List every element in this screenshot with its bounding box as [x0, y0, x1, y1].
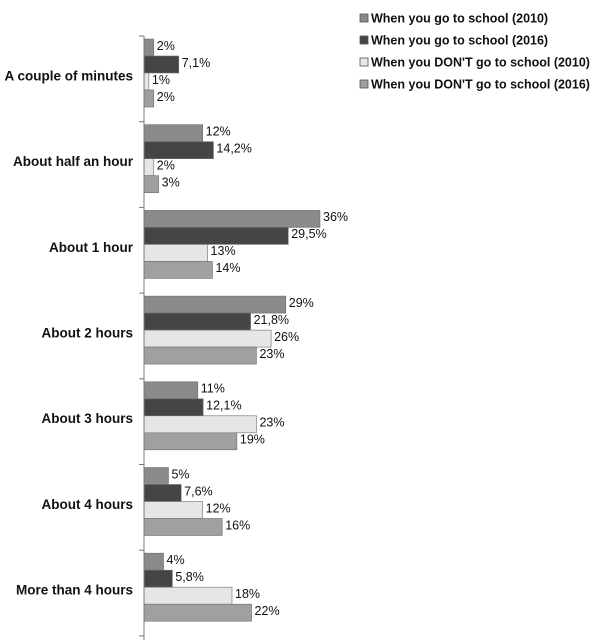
bar-when-you-go-to-school-2016-more-than-4-hours	[143, 569, 173, 588]
data-label: 12,1%	[206, 399, 241, 413]
data-label: 14,2%	[216, 141, 251, 155]
data-label: 19%	[240, 433, 265, 447]
data-label: 29,5%	[291, 227, 326, 241]
bar-when-you-don-t-go-to-school-2010-more-than-4-hours	[143, 586, 233, 605]
legend-swatch-when-you-don-t-go-to-school-2016	[359, 79, 369, 89]
bar-when-you-don-t-go-to-school-2010-about-1-hour	[143, 244, 208, 262]
bar-when-you-don-t-go-to-school-2016-a-couple-of-minutes	[143, 89, 155, 108]
bar-when-you-don-t-go-to-school-2016-about-2-hours	[143, 346, 257, 365]
data-label: 12%	[206, 124, 231, 138]
legend-swatch-when-you-go-to-school-2010	[359, 13, 369, 23]
category-label: About 3 hours	[42, 411, 134, 426]
bar-when-you-don-t-go-to-school-2010-about-half-an-hour	[143, 158, 155, 176]
bar-when-you-go-to-school-2016-a-couple-of-minutes	[143, 55, 180, 74]
bar-when-you-go-to-school-2016-about-4-hours	[143, 484, 182, 502]
bar-when-you-go-to-school-2010-about-3-hours	[143, 381, 199, 400]
data-label: 7,6%	[184, 484, 213, 498]
data-label: 2%	[157, 158, 175, 172]
data-label: 7,1%	[182, 56, 211, 70]
data-label: 3%	[162, 175, 180, 189]
bars-group: 2%7,1%1%2%12%14,2%2%3%36%29,5%13%14%29%2…	[143, 38, 348, 622]
data-label: 22%	[255, 604, 280, 618]
bar-when-you-don-t-go-to-school-2016-about-4-hours	[143, 518, 223, 536]
data-label: 36%	[323, 210, 348, 224]
bar-when-you-go-to-school-2010-about-1-hour	[143, 210, 321, 228]
legend-swatch-when-you-go-to-school-2016	[359, 35, 369, 45]
data-label: 13%	[211, 244, 236, 258]
data-label: 11%	[201, 382, 225, 396]
data-label: 4%	[167, 553, 185, 567]
bar-when-you-go-to-school-2010-about-half-an-hour	[143, 124, 203, 142]
bar-when-you-go-to-school-2016-about-1-hour	[143, 227, 289, 245]
data-label: 18%	[235, 587, 260, 601]
category-label: About half an hour	[13, 154, 134, 169]
data-label: 21,8%	[254, 313, 289, 327]
category-label: About 2 hours	[42, 326, 134, 341]
category-label: A couple of minutes	[4, 68, 133, 83]
data-label: 5,8%	[175, 570, 204, 584]
data-label: 29%	[289, 296, 314, 310]
bar-when-you-go-to-school-2016-about-half-an-hour	[143, 141, 214, 159]
data-label: 16%	[225, 518, 250, 532]
bar-when-you-go-to-school-2016-about-3-hours	[143, 398, 204, 417]
bar-when-you-don-t-go-to-school-2010-about-3-hours	[143, 415, 257, 434]
legend-label: When you go to school (2016)	[371, 33, 548, 47]
category-axis: A couple of minutes About half an hour Abo…	[4, 35, 145, 640]
legend-label: When you go to school (2010)	[371, 11, 548, 25]
data-label: 1%	[152, 73, 170, 87]
bar-when-you-don-t-go-to-school-2010-about-4-hours	[143, 501, 203, 519]
data-label: 26%	[274, 330, 299, 344]
category-label: About 4 hours	[42, 497, 134, 512]
data-label: 2%	[157, 39, 175, 53]
data-label: 2%	[157, 90, 175, 104]
bar-when-you-go-to-school-2010-more-than-4-hours	[143, 552, 164, 571]
bar-when-you-don-t-go-to-school-2016-about-1-hour	[143, 261, 213, 279]
bar-when-you-go-to-school-2010-a-couple-of-minutes	[143, 38, 155, 57]
bar-when-you-go-to-school-2010-about-4-hours	[143, 467, 169, 485]
bar-when-you-go-to-school-2016-about-2-hours	[143, 312, 251, 331]
bar-when-you-go-to-school-2010-about-2-hours	[143, 295, 287, 314]
bar-when-you-don-t-go-to-school-2010-a-couple-of-minutes	[143, 72, 150, 91]
chart-legend: When you go to school (2010) When you go …	[359, 11, 590, 91]
data-label: 5%	[171, 467, 189, 481]
bar-when-you-don-t-go-to-school-2016-more-than-4-hours	[143, 603, 252, 622]
bar-when-you-don-t-go-to-school-2016-about-half-an-hour	[143, 175, 159, 193]
category-label: More than 4 hours	[16, 583, 133, 598]
legend-swatch-when-you-don-t-go-to-school-2010	[359, 57, 369, 67]
legend-label: When you DON'T go to school (2016)	[371, 77, 590, 91]
data-label: 23%	[259, 416, 284, 430]
data-label: 12%	[206, 501, 231, 515]
data-label: 23%	[259, 347, 284, 361]
bar-when-you-don-t-go-to-school-2010-about-2-hours	[143, 329, 272, 348]
category-label: About 1 hour	[49, 240, 134, 255]
data-label: 14%	[215, 261, 240, 275]
legend-label: When you DON'T go to school (2010)	[371, 55, 590, 69]
bar-when-you-don-t-go-to-school-2016-about-3-hours	[143, 432, 238, 451]
